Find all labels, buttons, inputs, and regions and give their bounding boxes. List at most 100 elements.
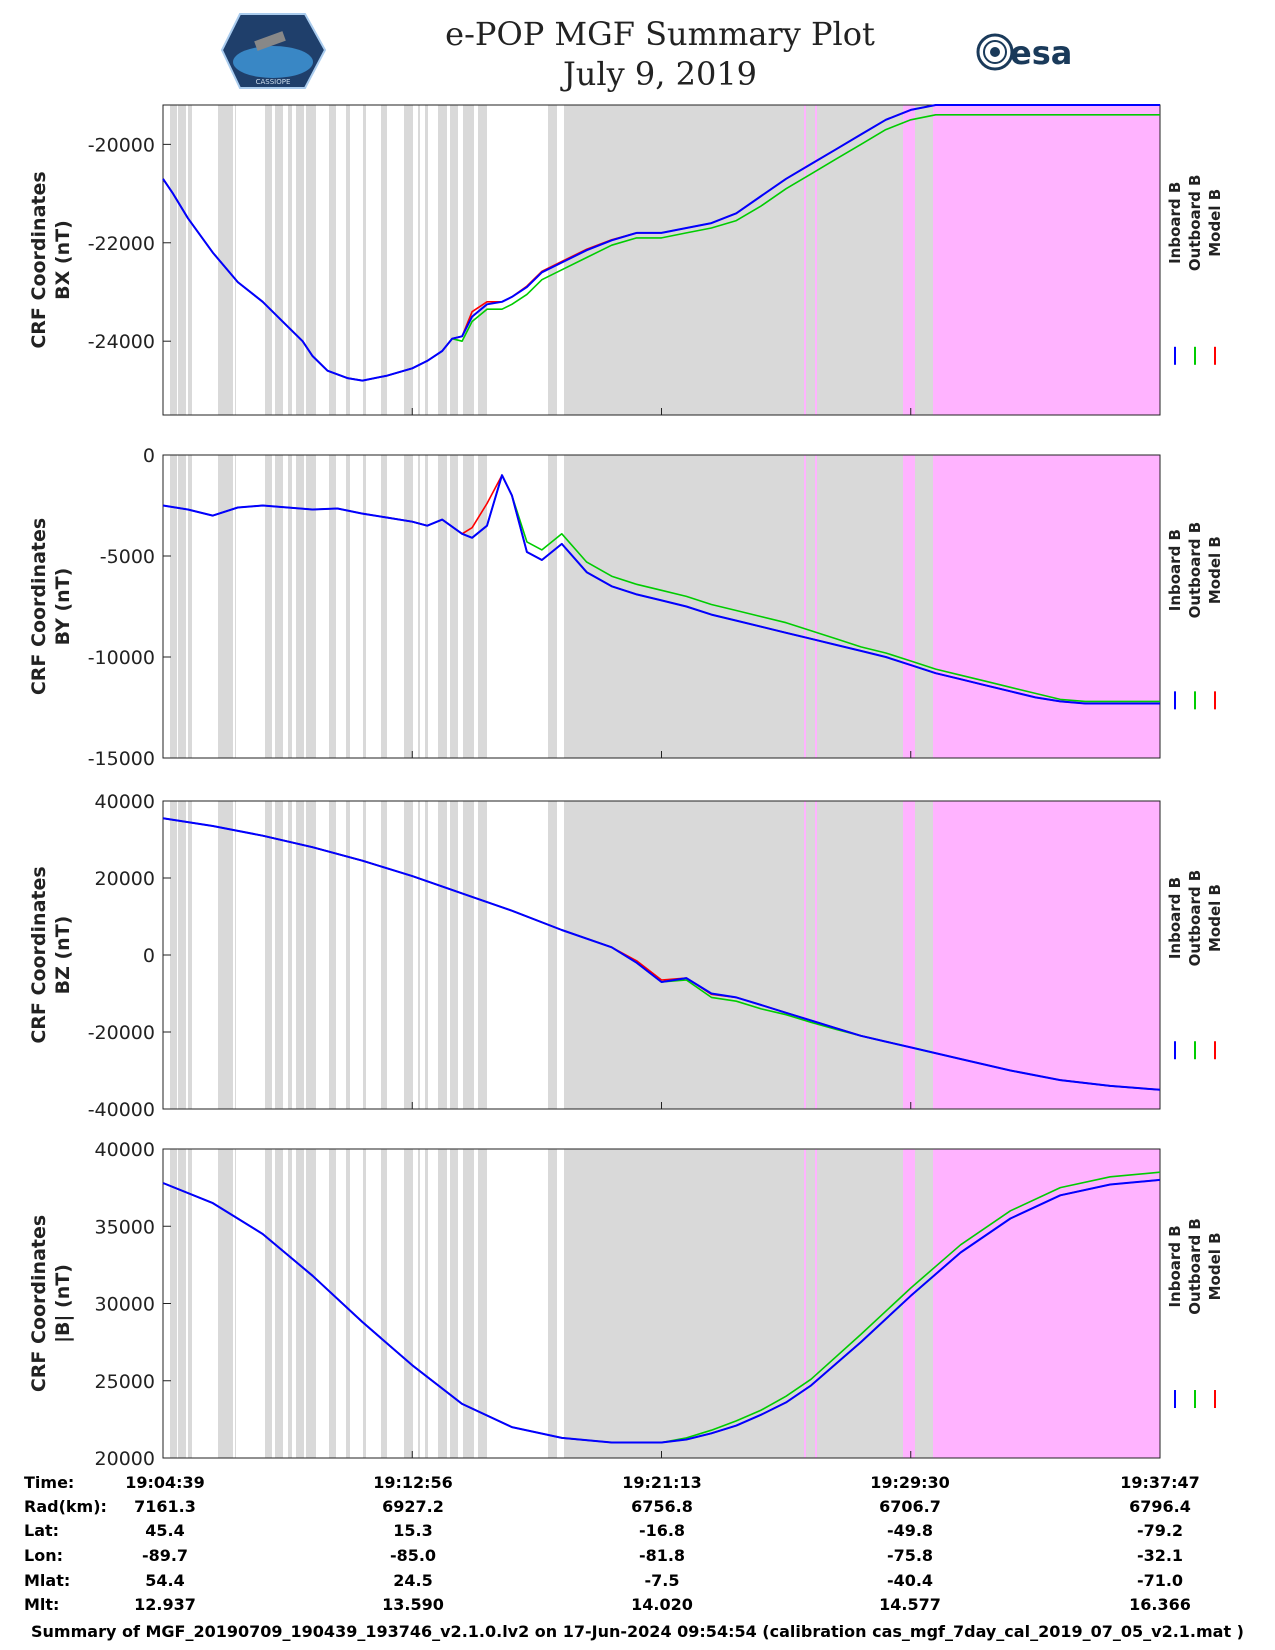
inboard-series-line <box>162 1178 1161 1444</box>
gray-gap-band <box>218 105 233 415</box>
gray-gap-band <box>418 455 420 758</box>
esa-logo: esa <box>976 33 1072 72</box>
y-tick-label: 20000 <box>95 868 155 890</box>
gray-gap-band <box>296 801 304 1109</box>
gray-gap-band <box>404 105 413 415</box>
gray-gap-band <box>296 455 304 758</box>
ephemeris-cell: 24.5 <box>393 1571 432 1590</box>
ephemeris-cell: 14.577 <box>879 1595 941 1614</box>
gray-gap-band <box>218 801 233 1109</box>
legend-label: Outboard B <box>1186 870 1204 967</box>
footer-caption: Summary of MGF_20190709_190439_193746_v2… <box>31 1622 1244 1641</box>
ephemeris-cell: 19:04:39 <box>125 1473 205 1492</box>
pink-band <box>804 455 806 758</box>
gray-gap-band <box>178 105 186 415</box>
gray-gap-band <box>463 105 474 415</box>
gray-gap-band <box>478 1149 487 1458</box>
legend-label: Inboard B <box>1166 877 1184 959</box>
y-axis-label-line-1: CRF Coordinates <box>28 518 50 695</box>
ephemeris-cell: -81.8 <box>639 1546 685 1565</box>
legend-label: Inboard B <box>1166 1225 1184 1307</box>
y-tick-label: 35000 <box>95 1216 155 1238</box>
gray-gap-band <box>564 105 903 415</box>
y-tick-label: -24000 <box>88 331 155 353</box>
gray-gap-band <box>306 455 316 758</box>
y-axis-label-line-2: BY (nT) <box>52 568 74 646</box>
pink-band <box>815 801 817 1109</box>
gray-gap-band <box>178 455 186 758</box>
gray-gap-band <box>438 455 447 758</box>
y-tick-label: -20000 <box>88 1022 155 1044</box>
ephemeris-cell: 54.4 <box>145 1571 184 1590</box>
ephemeris-cell: 15.3 <box>393 1521 432 1540</box>
gray-gap-band <box>188 105 192 415</box>
gray-gap-band <box>329 105 336 415</box>
inboard-series-line <box>162 104 1160 382</box>
gray-gap-band <box>346 801 350 1109</box>
gray-gap-band <box>915 1149 933 1458</box>
ephemeris-cell: -40.4 <box>887 1571 933 1590</box>
gray-gap-band <box>235 1149 236 1458</box>
ephemeris-row-label: Mlat: <box>24 1571 70 1590</box>
gray-gap-band <box>450 801 458 1109</box>
ephemeris-cell: 19:37:47 <box>1120 1473 1200 1492</box>
legend-label: Inboard B <box>1166 182 1184 264</box>
chart-panel-2: -15000 -10000 -5000 0 CRF Coordinates BY (nT)… <box>28 445 1224 770</box>
gray-gap-band <box>381 455 387 758</box>
gray-gap-band <box>363 801 366 1109</box>
pink-band <box>903 105 915 415</box>
gray-gap-band <box>178 801 186 1109</box>
esa-logo-text: esa <box>1010 34 1072 72</box>
gray-gap-band <box>346 105 350 415</box>
pink-band <box>933 105 1160 415</box>
ephemeris-cell: 12.937 <box>134 1595 196 1614</box>
pink-band <box>804 801 806 1109</box>
gray-gap-band <box>425 801 428 1109</box>
gray-gap-band <box>363 455 366 758</box>
chart-panel-3: -40000 -20000 0 20000 40000 CRF Coordinates BZ… <box>28 791 1224 1121</box>
pink-band <box>933 455 1160 758</box>
gray-gap-band <box>425 1149 428 1458</box>
y-tick-label: -22000 <box>88 233 155 255</box>
y-tick-label: -40000 <box>88 1099 155 1121</box>
gray-gap-band <box>915 105 933 415</box>
gray-gap-band <box>188 801 192 1109</box>
inboard-series-line <box>162 817 1161 1091</box>
pink-band <box>903 801 915 1109</box>
gray-gap-band <box>478 801 487 1109</box>
gray-gap-band <box>306 105 316 415</box>
gray-gap-band <box>218 1149 233 1458</box>
gray-gap-band <box>404 801 413 1109</box>
pink-band <box>933 801 1160 1109</box>
ephemeris-cell: 6796.4 <box>1129 1497 1191 1516</box>
ephemeris-cell: 7161.3 <box>134 1497 196 1516</box>
gray-gap-band <box>548 1149 557 1458</box>
chart-panel-1: -24000 -22000 -20000 CRF Coordinates BX (nT)… <box>28 104 1224 416</box>
gray-gap-band <box>265 455 272 758</box>
gray-gap-band <box>438 1149 447 1458</box>
ephemeris-cell: -79.2 <box>1137 1521 1183 1540</box>
y-axis-label-line-2: |B| (nT) <box>52 1264 74 1343</box>
gray-gap-band <box>463 801 474 1109</box>
gray-gap-band <box>265 801 272 1109</box>
pink-band <box>933 1149 1160 1458</box>
ephemeris-cell: 19:29:30 <box>870 1473 950 1492</box>
gray-gap-band <box>288 455 292 758</box>
y-tick-label: 0 <box>143 445 155 467</box>
chart-panel-4: 20000 25000 30000 35000 40000 CRF Coordinates… <box>28 1139 1224 1470</box>
ephemeris-row-label: Lon: <box>24 1546 63 1565</box>
y-tick-label: -10000 <box>88 647 155 669</box>
legend-label: Outboard B <box>1186 522 1204 619</box>
header-logos: CASSIOPE esa <box>220 13 1072 89</box>
legend-label: Inboard B <box>1166 529 1184 611</box>
gray-gap-band <box>463 455 474 758</box>
gray-gap-band <box>170 801 177 1109</box>
gray-gap-band <box>425 105 428 415</box>
gray-gap-band <box>275 455 283 758</box>
pink-band <box>804 105 806 415</box>
gray-gap-band <box>329 455 336 758</box>
legend-label: Outboard B <box>1186 1218 1204 1315</box>
y-tick-label: 20000 <box>95 1448 155 1470</box>
gray-gap-band <box>564 455 903 758</box>
ephemeris-cell: -89.7 <box>142 1546 188 1565</box>
